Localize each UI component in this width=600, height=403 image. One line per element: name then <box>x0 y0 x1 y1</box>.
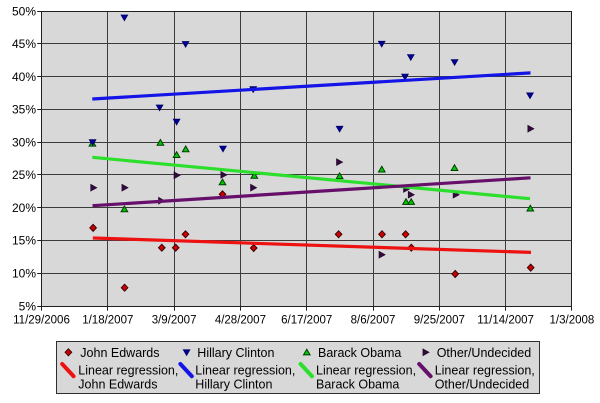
svg-text:20%: 20% <box>12 201 36 215</box>
svg-text:11/29/2006: 11/29/2006 <box>13 315 70 327</box>
svg-text:4/28/2007: 4/28/2007 <box>215 315 266 327</box>
svg-text:Barack Obama: Barack Obama <box>318 346 401 360</box>
svg-text:11/14/2007: 11/14/2007 <box>477 315 534 327</box>
svg-text:1/3/2008: 1/3/2008 <box>550 315 595 327</box>
svg-text:30%: 30% <box>12 135 36 149</box>
svg-text:10%: 10% <box>12 267 36 281</box>
svg-text:35%: 35% <box>12 103 36 117</box>
svg-text:25%: 25% <box>12 168 36 182</box>
svg-text:Linear regression,: Linear regression, <box>78 363 178 377</box>
svg-text:1/18/2007: 1/18/2007 <box>82 315 133 327</box>
svg-text:John Edwards: John Edwards <box>78 378 157 392</box>
svg-text:3/9/2007: 3/9/2007 <box>152 315 197 327</box>
svg-text:40%: 40% <box>12 70 36 84</box>
svg-text:Other/Undecided: Other/Undecided <box>437 346 532 360</box>
svg-text:Barack Obama: Barack Obama <box>316 378 399 392</box>
svg-text:15%: 15% <box>12 234 36 248</box>
svg-text:50%: 50% <box>12 4 36 18</box>
svg-text:Hillary Clinton: Hillary Clinton <box>197 346 274 360</box>
svg-text:Linear regression,: Linear regression, <box>195 363 295 377</box>
svg-text:Other/Undecided: Other/Undecided <box>435 378 530 392</box>
svg-text:Linear regression,: Linear regression, <box>316 363 416 377</box>
svg-text:9/25/2007: 9/25/2007 <box>414 315 465 327</box>
svg-text:Linear regression,: Linear regression, <box>435 363 535 377</box>
svg-text:John Edwards: John Edwards <box>80 346 159 360</box>
svg-text:8/6/2007: 8/6/2007 <box>351 315 396 327</box>
svg-text:45%: 45% <box>12 37 36 51</box>
svg-text:6/17/2007: 6/17/2007 <box>281 315 332 327</box>
svg-text:Hillary Clinton: Hillary Clinton <box>195 378 272 392</box>
svg-text:5%: 5% <box>19 299 37 313</box>
